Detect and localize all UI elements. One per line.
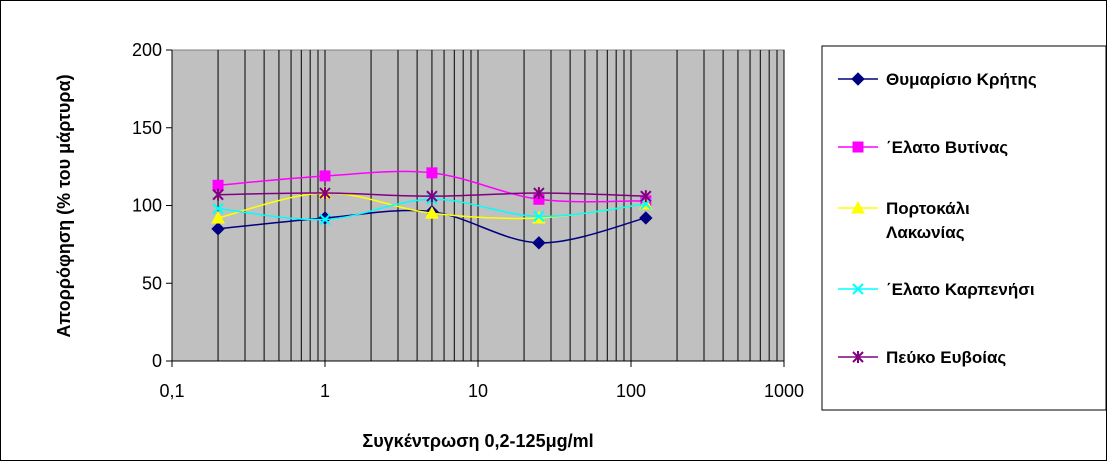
legend-box <box>821 45 1107 411</box>
y-tick-label: 150 <box>132 118 162 138</box>
star-marker <box>533 187 545 200</box>
x-tick-label: 10 <box>468 381 488 401</box>
y-axis-title: Απορρόφηση (% του μάρτυρα) <box>54 74 74 337</box>
y-tick-label: 50 <box>142 273 162 293</box>
x-marker <box>852 283 864 295</box>
diamond-marker <box>851 72 865 86</box>
y-axis-ticks: 0 50 100 150 200 <box>132 40 172 371</box>
legend-item-1: Θυμαρίσιο Κρήτης <box>838 70 1037 89</box>
x-tick-label: 1 <box>320 381 330 401</box>
y-tick-label: 0 <box>152 351 162 371</box>
square-marker <box>852 141 864 153</box>
star-marker <box>640 190 652 203</box>
legend-item-2: ΄Ελατο Βυτίνας <box>838 138 1008 157</box>
x-axis-ticks: 0,1 1 10 100 1000 <box>159 361 804 401</box>
star-marker <box>426 190 438 203</box>
x-marker <box>319 213 331 226</box>
star-marker <box>212 188 224 201</box>
diamond-marker <box>532 236 546 250</box>
star-marker <box>319 187 331 200</box>
legend-item-3: Πορτοκάλι Λακωνίας <box>838 199 970 242</box>
x-marker <box>212 202 224 215</box>
legend-label: Πεύκο Ευβοίας <box>886 348 1006 367</box>
x-tick-label: 0,1 <box>159 381 184 401</box>
vertical-grid <box>171 50 785 362</box>
legend-label: Θυμαρίσιο Κρήτης <box>886 70 1037 89</box>
square-marker <box>426 167 438 179</box>
legend: Θυμαρίσιο Κρήτης ΄Ελατο Βυτίνας Πορτοκάλι Λ… <box>838 70 1037 367</box>
x-tick-label: 100 <box>616 381 646 401</box>
triangle-marker <box>851 200 865 214</box>
square-marker <box>319 170 331 182</box>
diamond-marker <box>639 211 653 225</box>
triangle-marker <box>425 206 439 219</box>
star-marker <box>852 351 864 363</box>
y-tick-label: 200 <box>132 40 162 60</box>
legend-item-5: Πεύκο Ευβοίας <box>838 348 1006 367</box>
series-5 <box>212 187 652 203</box>
y-tick-label: 100 <box>132 196 162 216</box>
series-layer <box>211 167 653 250</box>
legend-label: Πορτοκάλι Λακωνίας <box>886 199 970 242</box>
legend-item-4: ΄Ελατο Καρπενήσι <box>838 280 1035 299</box>
x-tick-label: 1000 <box>764 381 804 401</box>
x-marker <box>533 210 545 223</box>
x-axis-title: Συγκέντρωση 0,2-125μg/ml <box>362 431 593 451</box>
legend-label: ΄Ελατο Βυτίνας <box>886 138 1008 157</box>
triangle-marker <box>211 210 225 224</box>
legend-label: ΄Ελατο Καρπενήσι <box>886 280 1035 299</box>
diamond-marker <box>211 222 225 236</box>
